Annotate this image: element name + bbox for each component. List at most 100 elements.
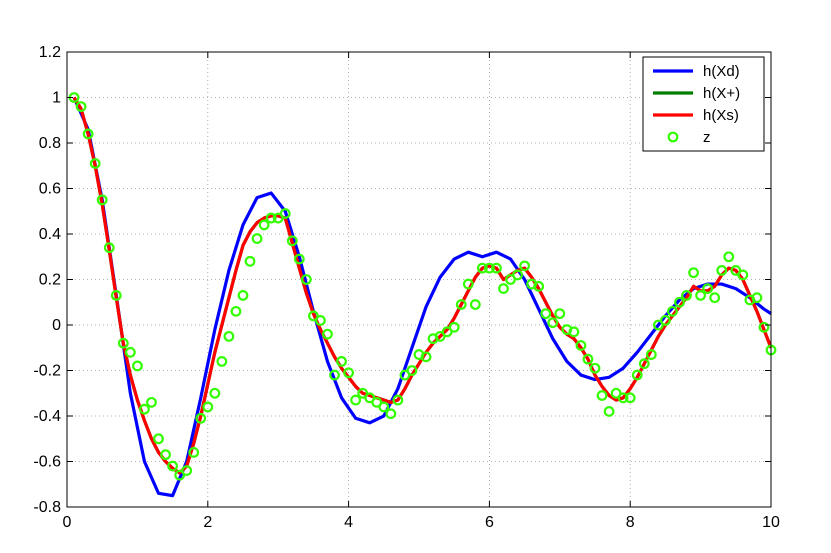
marker-point-z — [589, 362, 601, 374]
legend-swatch-marker — [667, 131, 679, 143]
marker-point-z — [723, 251, 735, 263]
marker-point-z — [484, 262, 495, 274]
marker-point-z — [568, 326, 580, 338]
marker-point-z — [448, 321, 460, 333]
marker-point-z — [498, 283, 509, 295]
marker-point-z — [181, 465, 193, 477]
marker-point-z — [540, 308, 552, 320]
y-tick-label: 0 — [52, 317, 61, 334]
legend-box — [642, 56, 765, 152]
y-tick-label: 1 — [52, 90, 61, 107]
x-tick-label: 2 — [203, 514, 212, 531]
y-tick-label: -0.4 — [33, 408, 61, 425]
y-tick-label: 0.6 — [39, 181, 61, 198]
marker-point-z — [491, 262, 502, 274]
x-tick-label: 8 — [626, 514, 635, 531]
marker-point-z — [82, 128, 94, 140]
marker-point-z — [702, 283, 714, 295]
marker-point-z — [660, 315, 671, 326]
marker-point-z — [279, 208, 291, 219]
y-tick-label: 1.2 — [39, 44, 61, 61]
marker-point-z — [378, 401, 390, 413]
marker-point-z — [455, 299, 467, 310]
marker-point-z — [603, 406, 615, 417]
marker-point-z — [582, 353, 594, 365]
legend-label: z — [703, 129, 711, 146]
marker-point-z — [89, 158, 101, 169]
marker-point-z — [343, 367, 355, 379]
marker-point-z — [293, 253, 305, 265]
x-tick-label: 0 — [63, 514, 72, 531]
marker-point-z — [96, 194, 108, 206]
marker-point-z — [265, 212, 277, 224]
marker-point-z — [188, 447, 200, 458]
marker-point-z — [406, 365, 418, 376]
marker-point-z — [350, 394, 362, 406]
y-tick-label: 0.4 — [39, 226, 61, 243]
marker-point-z — [469, 299, 481, 310]
legend-label: h(Xd) — [703, 63, 740, 80]
marker-point-z — [103, 242, 115, 254]
x-tick-label: 10 — [762, 514, 780, 531]
marker-point-z — [336, 356, 347, 367]
marker-point-z — [462, 278, 474, 290]
marker-point-z — [420, 351, 432, 363]
marker-point-z — [124, 346, 136, 358]
y-tick-label: -0.2 — [33, 363, 61, 380]
marker-point-z — [385, 408, 397, 420]
marker-point-z — [251, 233, 263, 244]
y-tick-label: 0.8 — [39, 135, 61, 152]
marker-point-z — [476, 262, 488, 274]
marker-point-z — [575, 340, 587, 351]
marker-point-z — [139, 403, 150, 415]
marker-point-z — [117, 337, 129, 349]
marker-point-z — [519, 260, 530, 272]
marker-point-z — [674, 296, 685, 308]
marker-point-z — [596, 390, 608, 401]
marker-point-z — [617, 392, 629, 404]
x-tick-label: 4 — [344, 514, 353, 531]
marker-point-z — [209, 387, 221, 399]
marker-point-z — [547, 317, 559, 329]
marker-point-z — [512, 269, 523, 281]
marker-point-z — [153, 433, 164, 445]
x-tick-label: 6 — [485, 514, 494, 531]
marker-point-z — [392, 394, 404, 406]
plot-area — [68, 92, 777, 498]
marker-point-z — [751, 292, 763, 304]
y-tick-label: -0.8 — [33, 499, 61, 516]
marker-point-z — [716, 265, 728, 276]
marker-point-z — [110, 290, 122, 301]
y-tick-label: 0.2 — [39, 272, 61, 289]
marker-point-z — [695, 290, 706, 301]
marker-point-z — [322, 328, 333, 340]
marker-point-z — [315, 315, 326, 326]
marker-point-z — [244, 255, 256, 267]
marker-point-z — [645, 349, 657, 360]
marker-point-z — [195, 412, 207, 424]
legend-label: h(X+) — [703, 85, 740, 102]
marker-point-z — [131, 360, 143, 372]
marker-point-z — [202, 401, 214, 413]
marker-point-z — [554, 308, 566, 320]
marker-point-z — [533, 280, 545, 292]
marker-point-z — [237, 290, 249, 301]
y-tick-label: -0.6 — [33, 454, 61, 471]
marker-point-z — [230, 305, 242, 317]
marker-point-z — [216, 356, 228, 367]
marker-point-z — [758, 321, 770, 333]
marker-point-z — [638, 358, 650, 370]
marker-point-z — [624, 392, 636, 404]
marker-point-z — [160, 449, 171, 461]
marker-point-z — [300, 274, 312, 285]
marker-point-z — [286, 235, 298, 247]
marker-point-z — [667, 305, 678, 317]
marker-point-z — [75, 101, 87, 112]
marker-point-z — [167, 460, 179, 472]
marker-point-z — [709, 292, 721, 304]
marker-point-z — [737, 269, 749, 281]
marker-point-z — [631, 369, 643, 381]
marker-point-z — [146, 396, 157, 408]
marker-point-z — [329, 369, 340, 381]
